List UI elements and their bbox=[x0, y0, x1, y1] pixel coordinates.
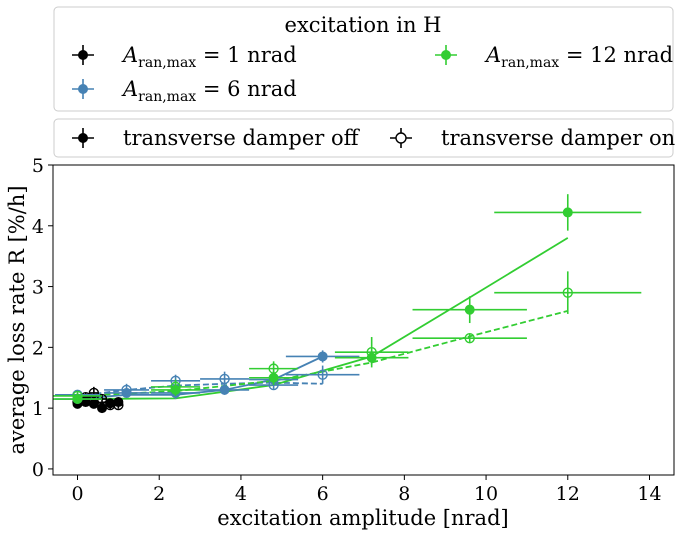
x-tick-label: 2 bbox=[153, 483, 165, 505]
legend-excitation-title: excitation in H bbox=[285, 13, 442, 37]
legend-marker bbox=[78, 84, 88, 94]
legend-label: Aran,max = 6 nrad bbox=[121, 77, 297, 105]
data-point bbox=[562, 207, 573, 218]
x-tick-label: 4 bbox=[235, 483, 247, 505]
legend-marker bbox=[78, 50, 88, 60]
x-tick-label: 0 bbox=[71, 483, 83, 505]
legend-label: Aran,max = 1 nrad bbox=[121, 43, 297, 71]
data-point-open bbox=[121, 384, 132, 396]
fit-line bbox=[77, 355, 323, 400]
data-point-open bbox=[219, 373, 230, 385]
data-point-open bbox=[366, 347, 377, 358]
data-point-open bbox=[562, 287, 573, 298]
x-tick-label: 12 bbox=[556, 483, 580, 505]
data-point-open bbox=[88, 387, 100, 399]
y-tick-label: 2 bbox=[32, 337, 44, 359]
legend-damper: transverse damper off transverse damper o… bbox=[53, 118, 675, 158]
legend-damper-frame bbox=[53, 118, 674, 158]
data-point bbox=[88, 398, 99, 409]
plot-frame bbox=[52, 164, 675, 476]
legend-label: transverse damper off bbox=[123, 126, 361, 150]
y-tick-label: 0 bbox=[32, 459, 44, 481]
legend-excitation-frame bbox=[53, 6, 674, 112]
fit-line bbox=[77, 381, 323, 397]
y-axis-label: average loss rate R [%/h] bbox=[5, 185, 29, 454]
x-axis: 0 2 4 6 8 10 12 14 bbox=[71, 475, 662, 505]
x-axis-label: excitation amplitude [nrad] bbox=[217, 506, 508, 530]
data-point-open bbox=[464, 333, 475, 344]
y-tick-label: 4 bbox=[32, 216, 44, 238]
legend-marker-open bbox=[395, 132, 407, 144]
data-point bbox=[317, 351, 328, 362]
plot-area bbox=[53, 194, 642, 414]
x-tick-label: 14 bbox=[637, 483, 661, 505]
x-tick-label: 8 bbox=[398, 483, 410, 505]
y-tick-label: 3 bbox=[32, 277, 44, 299]
data-point-open bbox=[170, 381, 181, 393]
x-tick-label: 10 bbox=[474, 483, 498, 505]
data-point bbox=[464, 304, 475, 315]
data-point bbox=[219, 384, 230, 395]
x-tick-label: 6 bbox=[317, 483, 329, 505]
legend-label: transverse damper on bbox=[441, 126, 675, 150]
y-axis: 0 1 2 3 4 5 bbox=[32, 155, 53, 481]
data-point-open bbox=[317, 369, 328, 380]
legend-marker bbox=[78, 133, 88, 143]
y-tick-label: 5 bbox=[32, 155, 44, 177]
data-point-open bbox=[113, 399, 124, 411]
data-point-open bbox=[72, 390, 83, 402]
legend-label: Aran,max = 12 nrad bbox=[484, 43, 673, 71]
legend-marker bbox=[441, 50, 451, 60]
legend-excitation: excitation in H Aran,max = 1 nrad Aran,ma… bbox=[53, 6, 674, 112]
data-point-open bbox=[268, 363, 279, 374]
y-tick-label: 1 bbox=[32, 398, 44, 420]
